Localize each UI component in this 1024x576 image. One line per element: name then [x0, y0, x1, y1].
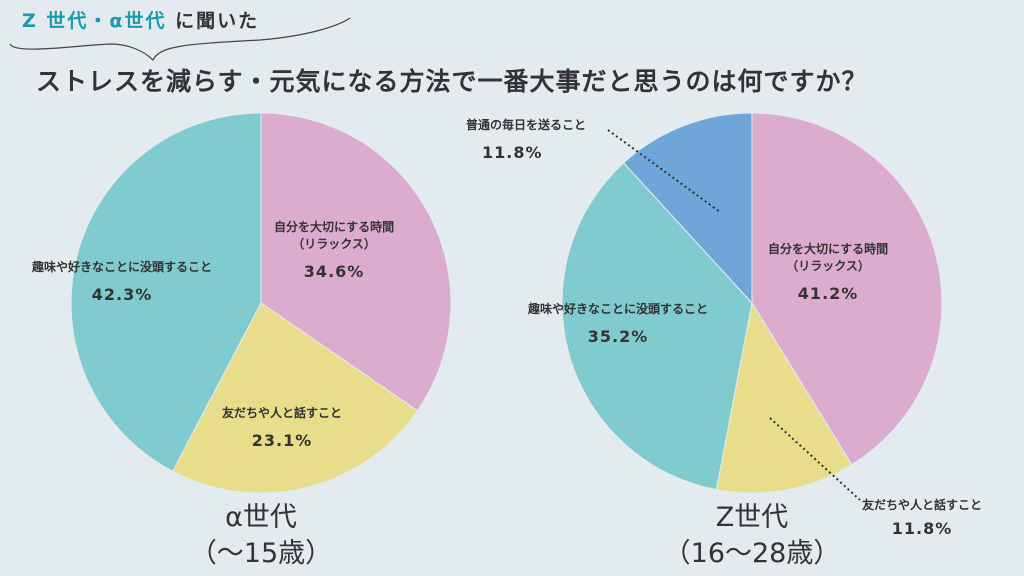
- chart-title: Z世代: [715, 502, 789, 533]
- data-label: 11.8%: [891, 519, 953, 538]
- slice-label: 趣味や好きなことに没頭すること: [32, 260, 213, 274]
- slice-label: 自分を大切にする時間: [274, 220, 395, 234]
- chart-subtitle: （～15歳）: [189, 538, 333, 569]
- label-z-talk: 友だちや人と話すこと 11.8%: [862, 496, 982, 538]
- label-z-hobby: 趣味や好きなことに没頭すること 35.2%: [528, 300, 708, 346]
- slice-label: 自分を大切にする時間: [768, 242, 889, 256]
- label-z-relax: 自分を大切にする時間 （リラックス） 41.2%: [768, 240, 888, 303]
- pie-slice-daily: [622, 112, 753, 305]
- data-label: 41.2%: [797, 284, 859, 303]
- brace-decoration: [9, 17, 351, 62]
- subtitle-highlight: Z 世代・α世代: [22, 10, 167, 32]
- pie-slice-talk: [171, 302, 419, 494]
- caption-alpha: α世代 （～15歳）: [131, 500, 391, 572]
- data-label: 35.2%: [587, 327, 649, 346]
- pie-slice-hobby: [70, 112, 262, 472]
- pie-slice-relax: [751, 112, 943, 466]
- label-alpha-talk: 友だちや人と話すこと 23.1%: [222, 404, 342, 450]
- subtitle-rest: に聞いた: [175, 10, 260, 32]
- label-z-daily: 普通の毎日を送ること 11.8%: [466, 116, 586, 162]
- data-label: 11.8%: [482, 143, 543, 162]
- pie-slice-relax: [260, 112, 452, 412]
- subtitle: Z 世代・α世代 に聞いた: [22, 6, 259, 33]
- pie-slice-hobby: [561, 162, 753, 491]
- slice-label: 趣味や好きなことに没頭すること: [528, 302, 709, 316]
- caption-z: Z世代 （16～28歳）: [622, 500, 882, 572]
- data-label: 42.3%: [91, 285, 153, 304]
- slice-label: 友だちや人と話すこと: [862, 498, 983, 512]
- data-label: 23.1%: [251, 431, 313, 450]
- page-title: ストレスを減らす・元気になる方法で一番大事だと思うのは何ですか？: [36, 67, 868, 96]
- slice-label2: （リラックス）: [292, 237, 376, 251]
- leader-line-talk: [769, 417, 861, 501]
- slice-label: 普通の毎日を送ること: [466, 118, 587, 132]
- chart-title: α世代: [225, 502, 297, 533]
- chart-subtitle: （16～28歳）: [663, 538, 841, 569]
- data-label: 34.6%: [303, 262, 365, 281]
- slice-label: 友だちや人と話すこと: [222, 406, 343, 420]
- label-alpha-relax: 自分を大切にする時間 （リラックス） 34.6%: [274, 218, 394, 281]
- leader-line-daily: [607, 129, 721, 213]
- slice-label2: （リラックス）: [786, 259, 870, 273]
- label-alpha-hobby: 趣味や好きなことに没頭すること 42.3%: [32, 258, 212, 304]
- pie-slice-talk: [715, 301, 853, 494]
